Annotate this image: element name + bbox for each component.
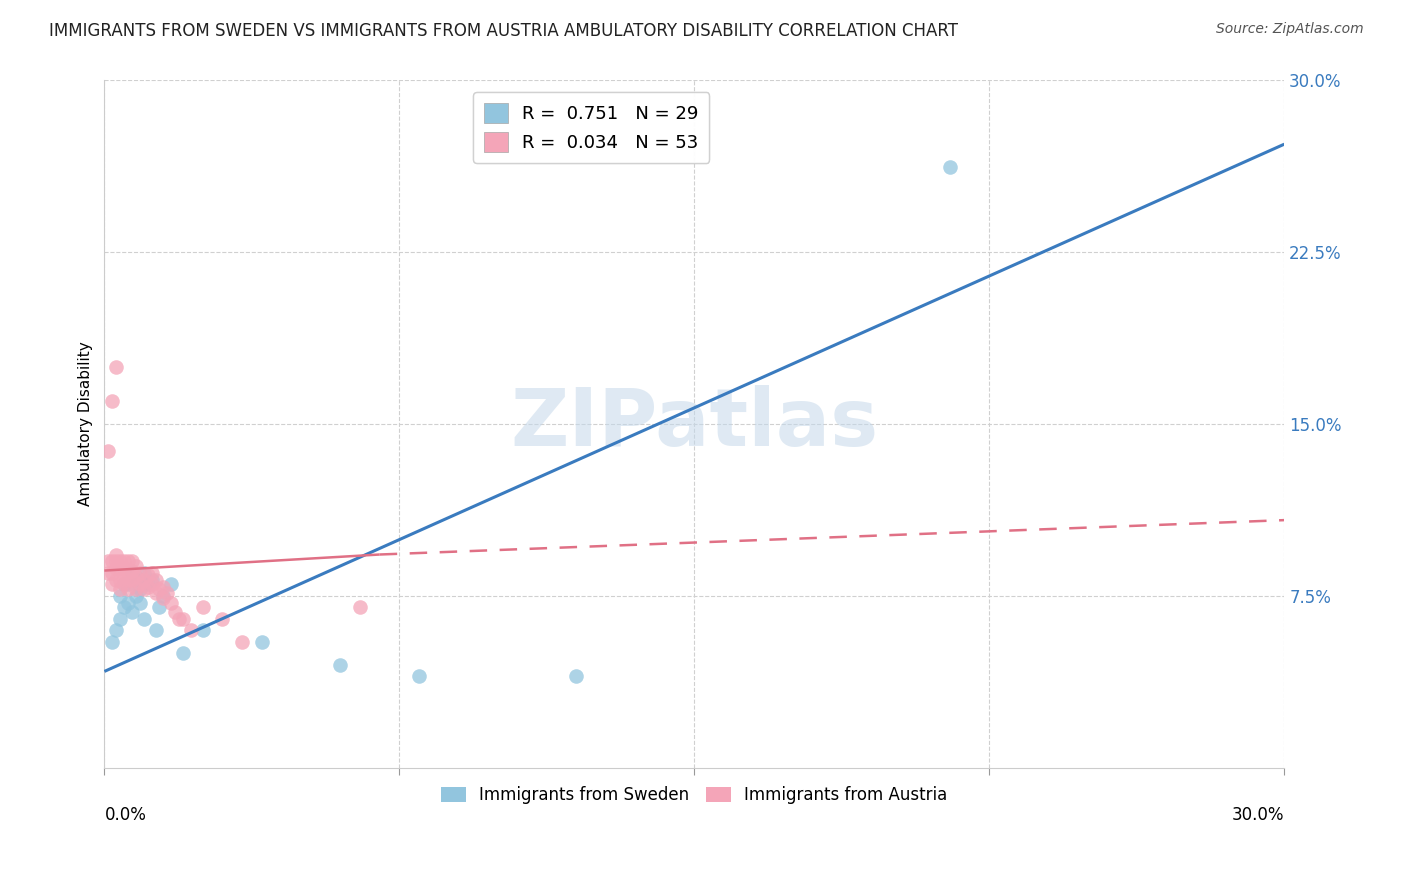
Point <box>408 669 430 683</box>
Point <box>105 554 128 568</box>
Point <box>128 582 150 596</box>
Point <box>101 634 124 648</box>
Point <box>128 577 150 591</box>
Point <box>172 646 194 660</box>
Point <box>152 580 174 594</box>
Point <box>108 561 131 575</box>
Point <box>117 577 139 591</box>
Point <box>112 554 135 568</box>
Point <box>121 564 143 578</box>
Point <box>101 393 124 408</box>
Point <box>191 623 214 637</box>
Point <box>125 573 148 587</box>
Point <box>231 634 253 648</box>
Point <box>112 600 135 615</box>
Point <box>145 573 167 587</box>
Point <box>125 582 148 596</box>
Point <box>112 561 135 575</box>
Point <box>565 669 588 683</box>
Y-axis label: Ambulatory Disability: Ambulatory Disability <box>79 342 93 507</box>
Point <box>145 623 167 637</box>
Point <box>121 573 143 587</box>
Point <box>121 605 143 619</box>
Point <box>108 612 131 626</box>
Point <box>112 570 135 584</box>
Point <box>101 577 124 591</box>
Point <box>112 577 135 591</box>
Text: 0.0%: 0.0% <box>104 805 146 823</box>
Point <box>160 596 183 610</box>
Point <box>141 573 163 587</box>
Point <box>145 586 167 600</box>
Point <box>141 577 163 591</box>
Point <box>97 444 120 458</box>
Point <box>105 623 128 637</box>
Point <box>132 582 155 596</box>
Point <box>117 554 139 568</box>
Point <box>136 577 159 591</box>
Point <box>125 570 148 584</box>
Point <box>125 558 148 573</box>
Point <box>101 554 124 568</box>
Point <box>128 566 150 580</box>
Point <box>211 612 233 626</box>
Point <box>136 580 159 594</box>
Point <box>250 634 273 648</box>
Point <box>128 596 150 610</box>
Point <box>121 566 143 580</box>
Point <box>117 573 139 587</box>
Point <box>136 568 159 582</box>
Point <box>117 596 139 610</box>
Point <box>148 600 170 615</box>
Point <box>132 612 155 626</box>
Legend: R =  0.751   N = 29, R =  0.034   N = 53: R = 0.751 N = 29, R = 0.034 N = 53 <box>474 93 709 163</box>
Point <box>167 612 190 626</box>
Text: 30.0%: 30.0% <box>1232 805 1284 823</box>
Text: ZIPatlas: ZIPatlas <box>510 384 879 463</box>
Point <box>349 600 371 615</box>
Point <box>141 566 163 580</box>
Point <box>152 591 174 605</box>
Point <box>191 600 214 615</box>
Point <box>939 160 962 174</box>
Point <box>108 554 131 568</box>
Point <box>105 561 128 575</box>
Point <box>329 657 352 672</box>
Point <box>172 612 194 626</box>
Point <box>105 359 128 374</box>
Point <box>117 582 139 596</box>
Point <box>121 554 143 568</box>
Point <box>105 548 128 562</box>
Point <box>108 589 131 603</box>
Point <box>112 577 135 591</box>
Point <box>105 573 128 587</box>
Point <box>117 564 139 578</box>
Point <box>160 577 183 591</box>
Point <box>148 582 170 596</box>
Text: IMMIGRANTS FROM SWEDEN VS IMMIGRANTS FROM AUSTRIA AMBULATORY DISABILITY CORRELAT: IMMIGRANTS FROM SWEDEN VS IMMIGRANTS FRO… <box>49 22 959 40</box>
Point <box>97 566 120 580</box>
Point <box>132 573 155 587</box>
Point <box>101 566 124 580</box>
Point <box>125 589 148 603</box>
Text: Source: ZipAtlas.com: Source: ZipAtlas.com <box>1216 22 1364 37</box>
Point <box>156 586 179 600</box>
Point <box>97 554 120 568</box>
Point <box>165 605 187 619</box>
Point <box>108 582 131 596</box>
Point <box>132 566 155 580</box>
Point <box>152 589 174 603</box>
Point <box>180 623 202 637</box>
Point <box>108 573 131 587</box>
